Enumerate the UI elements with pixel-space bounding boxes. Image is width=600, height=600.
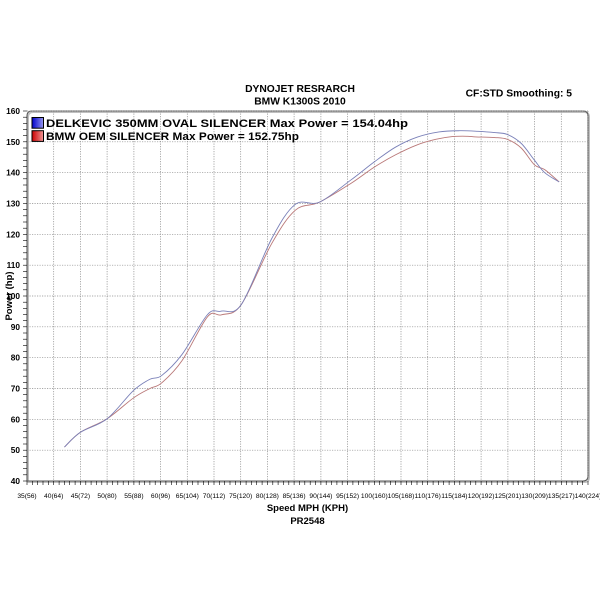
svg-text:90(144): 90(144): [309, 493, 332, 500]
svg-text:110: 110: [7, 260, 21, 270]
svg-text:35(56): 35(56): [17, 493, 36, 500]
svg-text:60(96): 60(96): [151, 493, 170, 500]
svg-text:PR2548: PR2548: [290, 516, 324, 527]
svg-text:50(80): 50(80): [97, 493, 116, 500]
svg-text:70(112): 70(112): [203, 493, 226, 500]
svg-text:BMW K1300S 2010: BMW K1300S 2010: [254, 96, 346, 107]
svg-text:70: 70: [11, 384, 21, 394]
svg-text:80(128): 80(128): [256, 493, 279, 500]
svg-text:80: 80: [11, 353, 21, 363]
svg-text:130: 130: [6, 199, 20, 209]
svg-text:95(152): 95(152): [336, 493, 359, 500]
svg-text:115(184): 115(184): [441, 493, 467, 500]
svg-text:50: 50: [11, 445, 21, 455]
svg-text:120(192): 120(192): [468, 493, 495, 500]
svg-text:40(64): 40(64): [44, 493, 63, 500]
svg-text:90: 90: [11, 322, 21, 332]
svg-text:100(160): 100(160): [361, 493, 388, 500]
svg-text:135(217): 135(217): [548, 493, 575, 500]
svg-text:125(201): 125(201): [495, 493, 522, 500]
svg-text:Speed MPH (KPH): Speed MPH (KPH): [267, 503, 348, 514]
svg-text:75(120): 75(120): [229, 493, 252, 500]
svg-text:40: 40: [11, 476, 21, 486]
svg-text:130(209): 130(209): [521, 493, 548, 500]
svg-text:160: 160: [6, 106, 20, 116]
svg-text:110(176): 110(176): [415, 493, 441, 500]
svg-text:65(104): 65(104): [176, 493, 199, 500]
svg-text:Power (hp): Power (hp): [4, 271, 15, 320]
svg-text:55(88): 55(88): [124, 493, 143, 500]
svg-text:60: 60: [11, 414, 21, 424]
svg-text:45(72): 45(72): [71, 493, 90, 500]
svg-text:105(168): 105(168): [388, 493, 415, 500]
svg-text:140(224): 140(224): [575, 493, 600, 500]
svg-text:150: 150: [6, 137, 20, 147]
svg-text:140: 140: [6, 168, 20, 178]
svg-text:DYNOJET RESRARCH: DYNOJET RESRARCH: [245, 84, 355, 95]
svg-text:85(136): 85(136): [283, 493, 306, 500]
svg-text:120: 120: [6, 229, 20, 239]
svg-text:BMW OEM SILENCER Max Power = 1: BMW OEM SILENCER Max Power = 152.75hp: [46, 131, 299, 143]
svg-text:DELKEVIC 350MM OVAL SILENCER: DELKEVIC 350MM OVAL SILENCER Max Power =…: [46, 118, 408, 130]
svg-text:CF:STD Smoothing: 5: CF:STD Smoothing: 5: [466, 89, 573, 100]
